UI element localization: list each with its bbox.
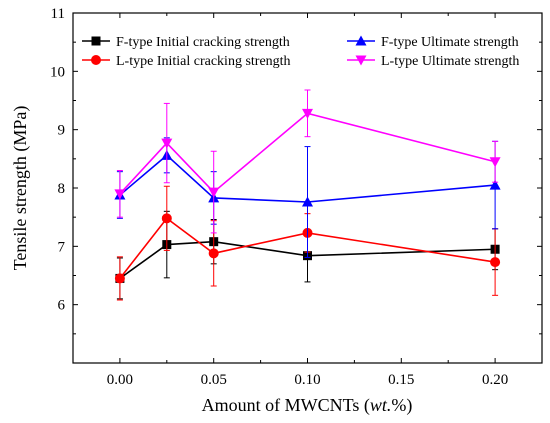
data-point xyxy=(114,189,126,200)
data-point xyxy=(208,187,220,198)
x-tick-label: 0.10 xyxy=(294,372,320,388)
data-point xyxy=(161,138,173,149)
legend-item-2: L-type Initial cracking strength xyxy=(82,54,291,69)
x-tick-label: 0.20 xyxy=(482,372,508,388)
legend-item-1: F-type Initial cracking strength xyxy=(82,35,290,50)
y-tick-label: 8 xyxy=(58,181,66,197)
data-point xyxy=(302,108,313,119)
y-tick-label: 9 xyxy=(58,123,66,139)
axis-ticks: 0.00 0.05 0.10 0.15 0.20 6 7 8 9 10 11 xyxy=(50,6,542,388)
series-layer xyxy=(114,89,501,301)
legend: F-type Initial cracking strength L-type I… xyxy=(82,35,519,69)
series-4 xyxy=(114,89,501,234)
x-axis-label-main: Amount of MWCNTs ( xyxy=(202,395,370,416)
x-tick-label: 0.00 xyxy=(107,372,133,388)
data-point xyxy=(114,273,125,284)
y-tick-label: 10 xyxy=(50,64,65,80)
x-axis-label: Amount of MWCNTs (wt.%) xyxy=(202,395,413,416)
legend-marker xyxy=(355,55,367,66)
data-point xyxy=(208,248,219,259)
legend-label: L-type Initial cracking strength xyxy=(116,54,291,69)
series-3 xyxy=(114,137,501,258)
y-tick-label: 11 xyxy=(51,6,65,22)
x-tick-label: 0.05 xyxy=(201,372,227,388)
x-axis-label-italic: wt. xyxy=(370,395,392,415)
legend-label: F-type Initial cracking strength xyxy=(116,35,290,50)
legend-item-4: L-type Ultimate strength xyxy=(347,54,519,69)
y-tick-label: 6 xyxy=(58,298,66,314)
x-axis-label-tail: %) xyxy=(391,395,412,416)
legend-marker xyxy=(91,55,101,65)
data-point xyxy=(490,257,501,268)
legend-marker xyxy=(355,35,367,46)
legend-marker xyxy=(91,36,101,46)
legend-label: L-type Ultimate strength xyxy=(381,54,519,69)
y-tick-label: 7 xyxy=(58,239,66,255)
legend-item-3: F-type Ultimate strength xyxy=(347,35,519,50)
x-tick-label: 0.15 xyxy=(388,372,414,388)
legend-label: F-type Ultimate strength xyxy=(381,35,519,50)
data-point xyxy=(161,213,172,224)
data-point xyxy=(489,179,501,190)
y-axis-label: Tensile strength (MPa) xyxy=(10,106,31,271)
data-point xyxy=(489,157,501,168)
data-point xyxy=(302,196,313,207)
